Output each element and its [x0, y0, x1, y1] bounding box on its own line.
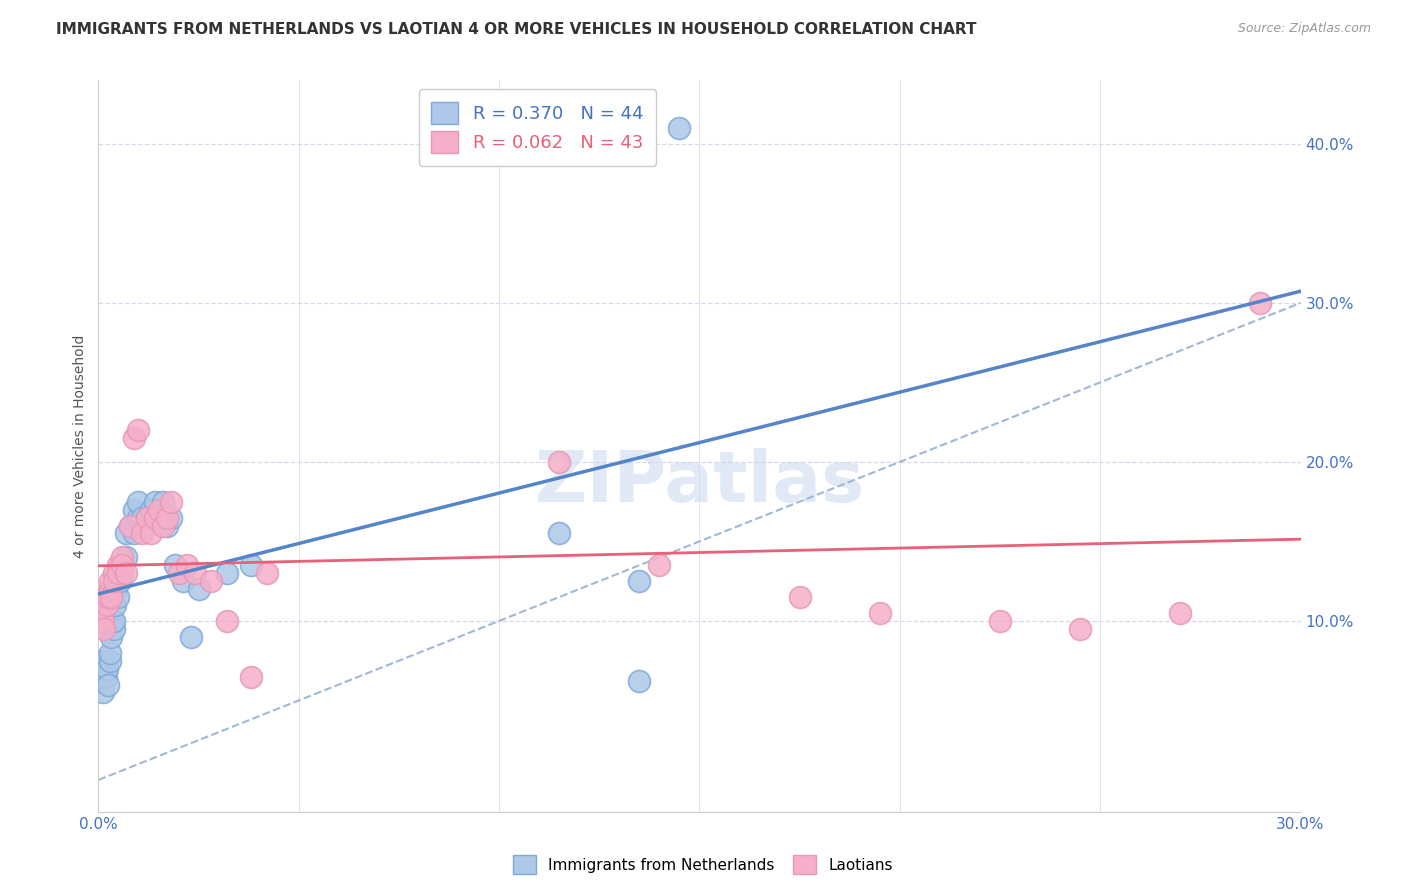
Point: [96, 598, 118, 612]
Point: [548, 455, 571, 469]
Point: [148, 502, 170, 516]
Point: [124, 502, 146, 516]
Point: [135, 510, 157, 524]
Point: [104, 598, 127, 612]
Point: [167, 566, 190, 581]
Point: [115, 550, 138, 565]
Point: [96, 590, 118, 604]
Point: [100, 574, 122, 589]
Point: [96, 669, 118, 683]
Point: [215, 614, 238, 628]
Point: [107, 590, 129, 604]
Point: [103, 566, 125, 581]
Point: [1069, 622, 1091, 636]
Point: [239, 669, 262, 683]
Point: [90, 654, 112, 668]
Point: [1170, 606, 1192, 620]
Point: [100, 630, 122, 644]
Point: [111, 558, 134, 573]
Point: [100, 590, 122, 604]
Point: [131, 526, 153, 541]
Point: [148, 510, 170, 524]
Point: [180, 630, 202, 644]
Point: [124, 526, 146, 541]
Point: [172, 574, 194, 589]
Point: [103, 614, 125, 628]
Point: [187, 582, 209, 596]
Point: [139, 526, 162, 541]
Point: [628, 674, 651, 689]
Legend: R = 0.370   N = 44, R = 0.062   N = 43: R = 0.370 N = 44, R = 0.062 N = 43: [419, 89, 655, 166]
Point: [135, 510, 157, 524]
Point: [143, 510, 166, 524]
Y-axis label: 4 or more Vehicles in Household: 4 or more Vehicles in Household: [73, 334, 87, 558]
Point: [103, 622, 125, 636]
Point: [155, 510, 177, 524]
Legend: Immigrants from Netherlands, Laotians: Immigrants from Netherlands, Laotians: [508, 849, 898, 880]
Point: [101, 614, 124, 628]
Point: [548, 526, 571, 541]
Point: [128, 494, 150, 508]
Point: [93, 669, 115, 683]
Point: [107, 558, 129, 573]
Point: [163, 558, 186, 573]
Point: [256, 566, 278, 581]
Point: [215, 566, 238, 581]
Point: [89, 598, 111, 612]
Point: [1250, 296, 1272, 310]
Point: [128, 510, 150, 524]
Point: [97, 590, 120, 604]
Point: [120, 518, 142, 533]
Point: [91, 685, 114, 699]
Point: [155, 518, 177, 533]
Point: [100, 582, 122, 596]
Point: [239, 558, 262, 573]
Point: [183, 566, 205, 581]
Point: [628, 574, 651, 589]
Point: [131, 510, 153, 524]
Point: [115, 526, 138, 541]
Point: [115, 566, 138, 581]
Point: [111, 566, 134, 581]
Point: [111, 558, 134, 573]
Point: [159, 494, 181, 508]
Point: [97, 677, 120, 691]
Point: [143, 494, 166, 508]
Point: [110, 574, 132, 589]
Text: Source: ZipAtlas.com: Source: ZipAtlas.com: [1237, 22, 1371, 36]
Point: [93, 622, 115, 636]
Point: [111, 550, 134, 565]
Point: [648, 558, 671, 573]
Point: [107, 566, 129, 581]
Point: [139, 502, 162, 516]
Point: [107, 574, 129, 589]
Point: [103, 574, 125, 589]
Point: [152, 518, 174, 533]
Point: [789, 590, 811, 604]
Point: [159, 510, 181, 524]
Point: [120, 518, 142, 533]
Point: [200, 574, 222, 589]
Point: [124, 431, 146, 445]
Point: [100, 654, 122, 668]
Point: [105, 582, 128, 596]
Point: [869, 606, 891, 620]
Point: [91, 614, 114, 628]
Point: [96, 662, 118, 676]
Point: [668, 120, 690, 135]
Point: [100, 646, 122, 660]
Point: [988, 614, 1011, 628]
Text: IMMIGRANTS FROM NETHERLANDS VS LAOTIAN 4 OR MORE VEHICLES IN HOUSEHOLD CORRELATI: IMMIGRANTS FROM NETHERLANDS VS LAOTIAN 4…: [56, 22, 977, 37]
Point: [176, 558, 198, 573]
Text: ZIPatlas: ZIPatlas: [534, 448, 865, 517]
Point: [128, 423, 150, 437]
Point: [91, 614, 114, 628]
Point: [152, 494, 174, 508]
